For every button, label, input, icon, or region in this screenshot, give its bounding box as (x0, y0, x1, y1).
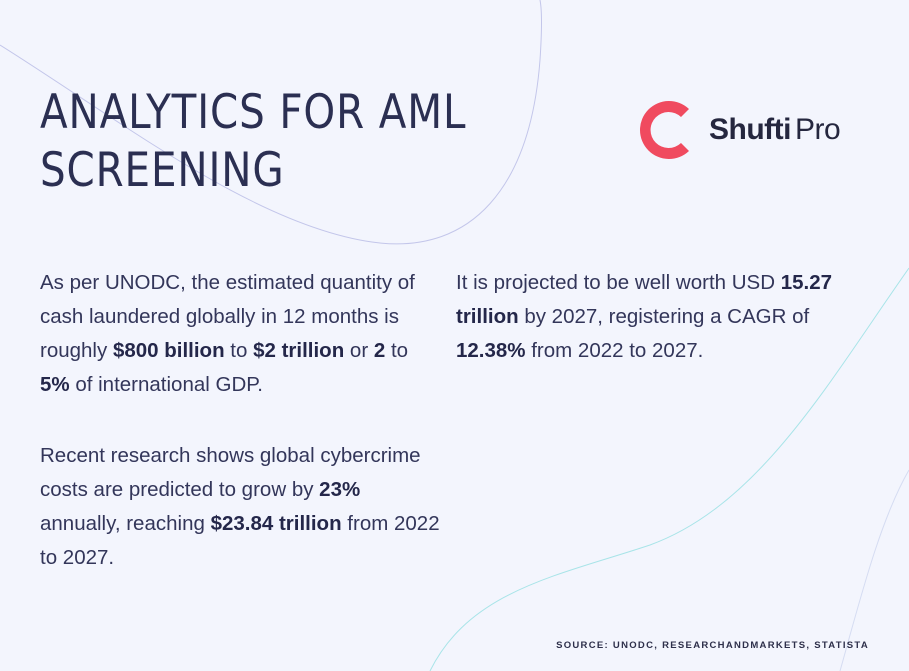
page-title: ANALYTICS FOR AML SCREENING (40, 84, 487, 200)
logo-text-light: Pro (794, 113, 841, 146)
text-segment: by 2027, registering a CAGR of (518, 305, 810, 328)
text-segment: As per UNODC, the estimated quantity of … (40, 271, 415, 362)
text-segment: of international GDP. (69, 373, 263, 396)
source-footnote: SOURCE: UNODC, RESEARCHANDMARKETS, STATI… (556, 640, 869, 651)
logo-wordmark: Shufti Pro (709, 113, 841, 147)
paragraph-cybercrime-costs: Recent research shows global cybercrime … (40, 439, 440, 575)
text-segment: Recent research shows global cybercrime … (40, 444, 421, 501)
highlight-value: 15.27 trillion (456, 271, 833, 328)
paragraph-money-laundering: As per UNODC, the estimated quantity of … (40, 266, 440, 402)
highlight-value: 23% (319, 478, 361, 501)
highlight-value: $800 billion (112, 339, 225, 362)
highlight-value: 5% (40, 373, 70, 396)
title-line-1: ANALYTICS FOR AML (40, 85, 467, 140)
shuftipro-logo: Shufti Pro (639, 97, 841, 163)
text-segment: to (385, 339, 409, 362)
shuftipro-ring-logo-icon (640, 101, 689, 159)
text-segment: from 2022 to 2027. (525, 339, 704, 362)
highlight-value: $23.84 trillion (210, 512, 342, 535)
title-line-2: SCREENING (40, 143, 285, 198)
text-segment: annually, reaching (40, 512, 211, 535)
text-segment: from 2022 to 2027. (40, 512, 440, 569)
highlight-value: 2 (373, 339, 386, 362)
logo-text-bold: Shufti (709, 113, 791, 146)
highlight-value: $2 trillion (253, 339, 345, 362)
text-segment: to (224, 339, 254, 362)
text-segment: It is projected to be well worth USD (456, 271, 781, 294)
highlight-value: 12.38% (456, 339, 526, 362)
text-segment: or (344, 339, 374, 362)
paragraph-market-projection: It is projected to be well worth USD 15.… (456, 266, 836, 368)
